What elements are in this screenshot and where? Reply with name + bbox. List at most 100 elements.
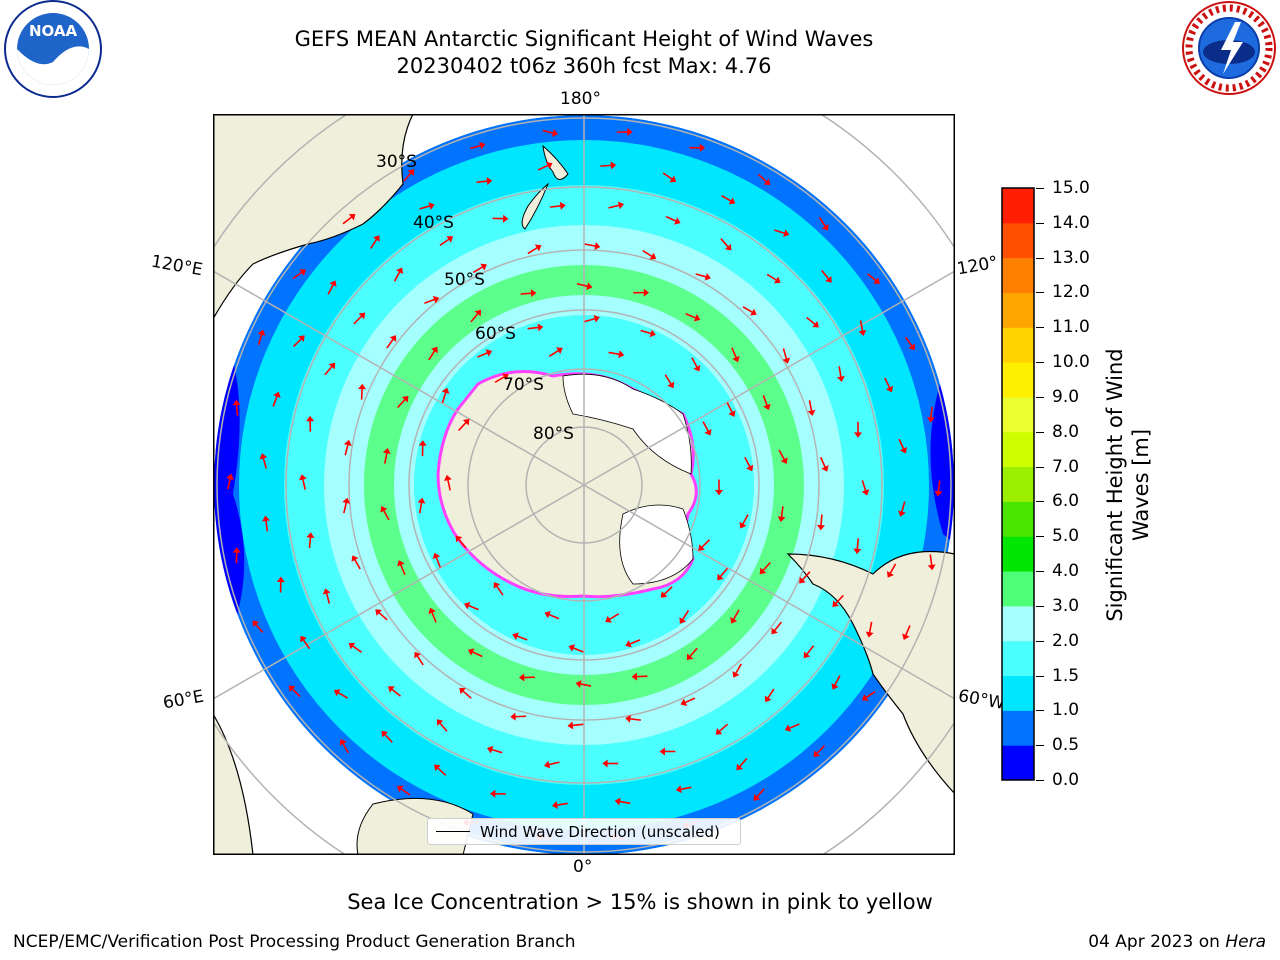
wave-direction-arrow	[548, 613, 560, 620]
wave-direction-arrowhead	[649, 329, 656, 338]
polar-map	[213, 114, 955, 855]
wave-direction-arrow	[788, 723, 800, 730]
wave-direction-arrowhead	[704, 428, 712, 436]
wave-direction-arrowhead	[693, 364, 701, 372]
nws-logo	[1182, 1, 1276, 95]
wave-direction-arrowhead	[232, 547, 241, 553]
colorbar-tick-mark	[1036, 675, 1044, 677]
wave-direction-arrow	[403, 172, 412, 182]
wave-direction-arrowhead	[512, 632, 519, 640]
colorbar-tick-label: 9.0	[1052, 386, 1080, 407]
colorbar-segment	[1002, 188, 1034, 224]
wave-direction-arrow	[439, 722, 448, 732]
colorbar-tick-label: 3.0	[1052, 595, 1080, 616]
wave-direction-arrow	[702, 421, 709, 432]
wave-direction-arrowhead	[777, 516, 786, 523]
wave-direction-arrowhead	[575, 680, 582, 688]
wave-direction-arrow	[471, 651, 483, 658]
wave-direction-arrow	[718, 723, 729, 733]
wave-direction-arrowhead	[813, 750, 821, 758]
wave-direction-arrowhead	[854, 432, 863, 438]
wave-direction-arrow	[856, 538, 860, 550]
wave-direction-arrowhead	[739, 521, 747, 529]
wave-direction-arrow	[352, 645, 363, 653]
wave-direction-arrow	[774, 229, 785, 235]
colorbar-tick-label: 14.0	[1052, 212, 1090, 233]
wave-direction-arrow	[468, 604, 479, 611]
wave-direction-arrow	[416, 655, 424, 666]
wave-direction-arrowhead	[493, 582, 501, 589]
wave-direction-arrow	[527, 247, 538, 255]
footer-org: NCEP/EMC/Verification Post Processing Pr…	[13, 932, 576, 952]
wave-direction-arrowhead	[397, 560, 405, 567]
wave-direction-arrowhead	[686, 653, 694, 661]
wave-direction-arrowhead	[306, 415, 315, 422]
wave-direction-arrow	[865, 690, 876, 699]
wave-direction-arrowhead	[252, 620, 260, 628]
wave-direction-arrowhead	[428, 202, 435, 210]
wave-direction-arrowhead	[298, 335, 305, 342]
wave-direction-arrow	[701, 539, 711, 548]
wave-direction-arrowhead	[750, 308, 757, 316]
legend-line-icon	[436, 831, 470, 832]
svg-text:NOAA: NOAA	[29, 22, 78, 40]
wave-direction-arrow	[378, 611, 388, 621]
map-title-line1: GEFS MEAN Antarctic Significant Height o…	[294, 27, 874, 51]
colorbar-segment	[1002, 501, 1034, 537]
wave-direction-arrowhead	[926, 416, 935, 423]
wave-direction-arrowhead	[288, 685, 296, 693]
noaa-logo: NOAA	[4, 0, 102, 98]
wave-direction-arrow	[778, 449, 786, 461]
wave-direction-arrow	[537, 164, 549, 171]
wave-direction-arrow	[292, 338, 302, 348]
wave-direction-arrowhead	[617, 201, 624, 210]
wave-direction-arrow	[257, 334, 263, 346]
wave-direction-arrow	[867, 273, 877, 282]
wave-direction-arrowhead	[432, 295, 440, 304]
wave-direction-arrow	[342, 216, 353, 225]
colorbar-tick-label: 0.0	[1052, 770, 1080, 790]
wave-direction-arrowhead	[782, 357, 791, 364]
colorbar-tick-mark	[1036, 292, 1044, 294]
wave-direction-arrowhead	[886, 571, 894, 578]
lon-label-60w: 60°W	[956, 686, 1007, 714]
colorbar	[1001, 187, 1035, 781]
wave-direction-arrowhead	[908, 343, 915, 351]
footer-date-text: 04 Apr 2023 on	[1088, 932, 1226, 952]
wave-direction-arrow	[476, 180, 488, 184]
wave-direction-arrowhead	[401, 395, 409, 403]
colorbar-tick-mark	[1036, 571, 1044, 573]
wave-direction-arrowhead	[704, 272, 711, 281]
wave-direction-arrow	[556, 802, 568, 806]
colorbar-segment	[1002, 292, 1034, 328]
wave-direction-arrowhead	[631, 672, 638, 681]
wave-direction-arrowhead	[480, 263, 487, 271]
wave-direction-arrowhead	[530, 289, 537, 298]
wave-direction-arrowhead	[226, 473, 235, 480]
wave-direction-arrowhead	[396, 785, 404, 793]
wave-direction-arrowhead	[821, 465, 829, 472]
wave-direction-arrowhead	[444, 474, 452, 481]
wave-direction-arrow	[663, 586, 673, 595]
wave-direction-arrow	[370, 238, 378, 249]
wave-direction-arrow	[549, 205, 561, 208]
wave-direction-arrowhead	[434, 764, 441, 772]
wave-direction-arrowhead	[348, 642, 356, 650]
wave-direction-arrow	[291, 688, 301, 698]
wave-direction-arrow	[548, 761, 560, 766]
wave-direction-arrowhead	[698, 544, 705, 551]
wave-direction-arrow	[898, 438, 905, 450]
colorbar-tick-label: 11.0	[1052, 317, 1090, 338]
wave-direction-arrowhead	[432, 552, 441, 560]
colorbar-tick-mark	[1036, 188, 1044, 189]
colorbar-tick-label: 0.5	[1052, 735, 1080, 756]
wave-direction-arrowhead	[489, 789, 496, 798]
wave-direction-arrowhead	[441, 387, 450, 394]
wave-direction-arrow	[584, 243, 596, 247]
wave-direction-arrowhead	[389, 335, 397, 342]
wave-direction-arrowhead	[455, 535, 463, 543]
wave-direction-arrow	[494, 375, 505, 383]
colorbar-segment	[1002, 536, 1034, 572]
wave-direction-arrowhead	[502, 214, 509, 223]
wave-direction-arrowhead	[276, 576, 285, 583]
